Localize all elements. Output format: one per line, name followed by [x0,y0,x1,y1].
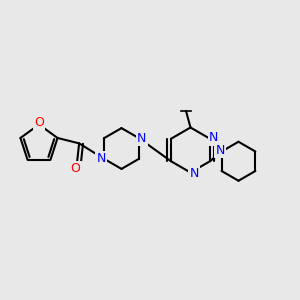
Text: O: O [70,162,80,175]
Text: N: N [137,132,146,145]
Text: N: N [97,152,106,165]
Text: O: O [34,116,44,130]
Text: N: N [209,131,219,144]
Text: N: N [190,167,199,180]
Text: N: N [215,143,225,157]
